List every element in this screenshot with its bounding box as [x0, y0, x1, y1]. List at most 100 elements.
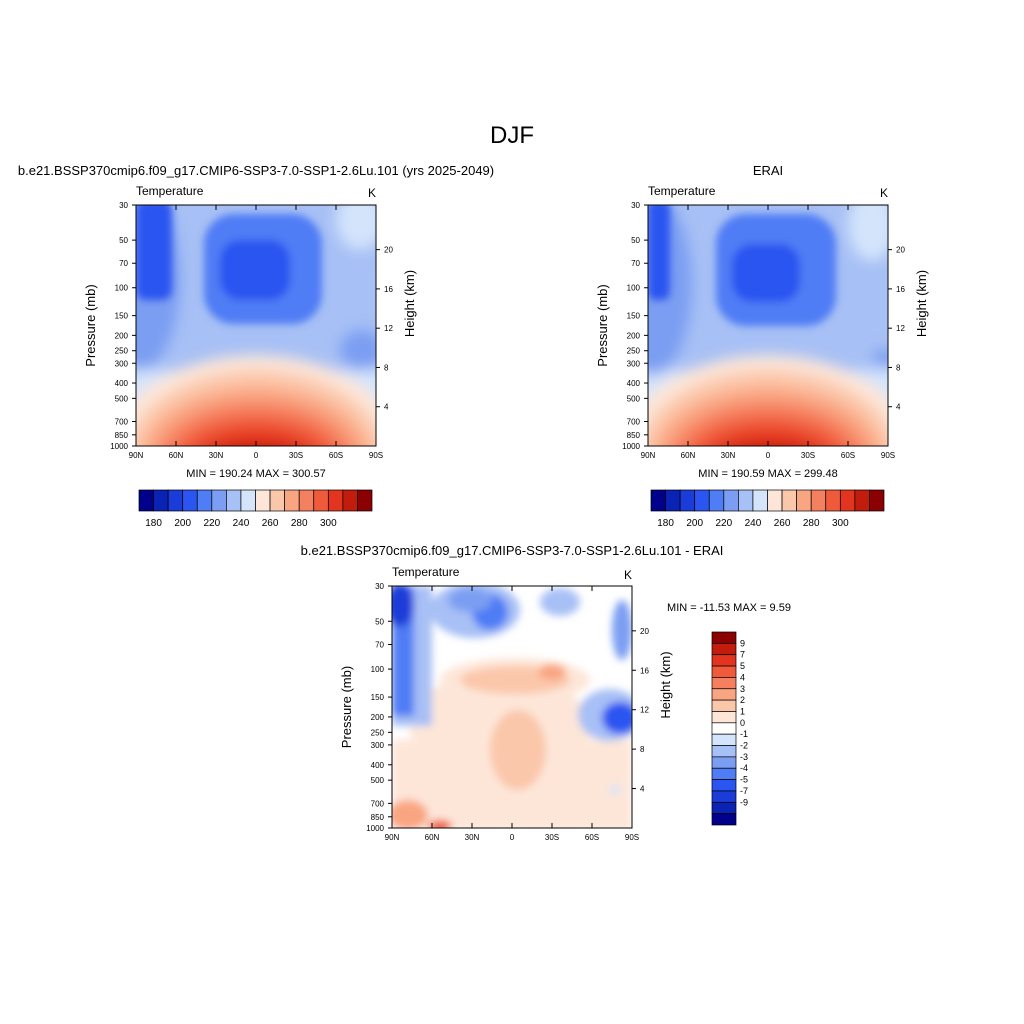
y-tick-label: 200: [115, 331, 129, 340]
colorbar-swatch: [711, 643, 737, 656]
field-label: Temperature: [648, 184, 716, 198]
x-tick-label: 60N: [681, 451, 696, 460]
y2-tick-label: 12: [640, 706, 649, 715]
colorbar-label: 260: [774, 518, 791, 529]
colorbar-swatch: [711, 688, 737, 701]
colorbar-label: -3: [740, 752, 748, 762]
colorbar-label: 300: [320, 518, 337, 529]
y2-tick-label: 4: [384, 403, 389, 412]
x-tick-label: 30N: [209, 451, 224, 460]
colorbar-swatch: [711, 699, 737, 712]
colorbar-swatch: [796, 489, 812, 512]
colorbar-swatch: [226, 489, 242, 512]
y-tick-label: 100: [371, 665, 385, 674]
colorbar-swatch: [711, 711, 737, 724]
colorbar-label: 4: [740, 672, 745, 682]
colorbar-swatch: [711, 790, 737, 803]
x-tick-label: 60N: [425, 833, 440, 842]
colorbar-label: -1: [740, 729, 748, 739]
colorbar-swatch: [711, 631, 737, 644]
x-tick-label: 30N: [465, 833, 480, 842]
y-tick-label: 400: [627, 379, 641, 388]
colorbar-label: 260: [262, 518, 279, 529]
colorbar-label: 5: [740, 661, 745, 671]
colorbar-swatch: [167, 489, 184, 512]
y-tick-label: 70: [631, 259, 640, 268]
colorbar-swatch: [313, 489, 329, 512]
panel-erai: ERAI Temperature K: [595, 163, 929, 529]
y2-axis-label: Height (km): [402, 270, 417, 337]
y-tick-label: 850: [627, 431, 641, 440]
colorbar-swatch: [711, 733, 737, 746]
colorbar-swatch: [255, 489, 271, 512]
colorbar-swatch: [665, 489, 681, 512]
x-tick-label: 90N: [385, 833, 400, 842]
colorbar-swatch: [711, 665, 737, 678]
colorbar-swatch: [342, 489, 358, 512]
x-tick-label: 60S: [841, 451, 855, 460]
y-tick-label: 300: [115, 359, 129, 368]
y2-tick-label: 16: [640, 666, 649, 675]
contour-field: [136, 205, 376, 446]
colorbar-swatch: [711, 745, 737, 758]
colorbar-label: 7: [740, 650, 745, 660]
contour-field: [392, 586, 632, 828]
colorbar-label: 240: [233, 518, 250, 529]
colorbar-label: 180: [145, 518, 162, 529]
y-tick-label: 50: [375, 617, 384, 626]
x-tick-label: 0: [254, 451, 259, 460]
panel-model: b.e21.BSSP370cmip6.f09_g17.CMIP6-SSP3-7.…: [18, 163, 494, 529]
field-label: Temperature: [392, 565, 460, 579]
y-tick-label: 200: [371, 713, 385, 722]
colorbar-label: 200: [686, 518, 703, 529]
y2-tick-label: 4: [896, 403, 901, 412]
panel-title: b.e21.BSSP370cmip6.f09_g17.CMIP6-SSP3-7.…: [18, 163, 494, 178]
x-tick-label: 30S: [545, 833, 559, 842]
colorbar-label: 280: [291, 518, 308, 529]
colorbar-swatch: [711, 654, 737, 667]
colorbar-swatch: [711, 677, 737, 690]
min-max-readout: MIN = -11.53 MAX = 9.59: [667, 602, 791, 614]
y-tick-label: 250: [627, 347, 641, 356]
y2-tick-label: 20: [896, 246, 905, 255]
y-tick-label: 300: [371, 741, 385, 750]
colorbar-swatch: [869, 489, 885, 512]
contour-field: [648, 205, 888, 446]
y-tick-label: 400: [371, 761, 385, 770]
y2-tick-label: 8: [640, 745, 645, 754]
colorbar-swatch: [138, 489, 154, 512]
x-tick-label: 60S: [329, 451, 343, 460]
colorbar-swatch: [182, 489, 198, 512]
colorbar-swatch: [196, 489, 213, 512]
y2-tick-label: 8: [896, 363, 901, 372]
colorbar-label: 3: [740, 684, 745, 694]
y-tick-label: 850: [115, 431, 129, 440]
y-tick-label: 30: [375, 582, 384, 591]
y2-axis-label: Height (km): [914, 270, 929, 337]
y-axis-label: Pressure (mb): [595, 284, 610, 366]
y-axis-label: Pressure (mb): [339, 666, 354, 748]
colorbar-label: 180: [657, 518, 674, 529]
panel-title: b.e21.BSSP370cmip6.f09_g17.CMIP6-SSP3-7.…: [301, 543, 724, 558]
colorbar-swatch: [240, 489, 256, 512]
x-tick-label: 0: [510, 833, 515, 842]
colorbar-swatch: [752, 489, 768, 512]
y-tick-label: 500: [371, 776, 385, 785]
colorbar-label: 9: [740, 638, 745, 648]
y-tick-label: 30: [119, 201, 128, 210]
y-tick-label: 1000: [622, 442, 640, 451]
colorbar-label: 220: [715, 518, 732, 529]
y2-tick-label: 20: [640, 627, 649, 636]
colorbar-swatch: [738, 489, 754, 512]
x-tick-label: 0: [766, 451, 771, 460]
y-tick-label: 1000: [366, 824, 384, 833]
colorbar-swatch: [854, 489, 870, 512]
y-tick-label: 70: [375, 640, 384, 649]
colorbar-swatch: [357, 489, 373, 512]
panel-title: ERAI: [753, 163, 783, 178]
y-tick-label: 400: [115, 379, 129, 388]
colorbar-swatch: [284, 489, 300, 512]
colorbar-swatch: [711, 756, 737, 769]
y2-tick-label: 4: [640, 785, 645, 794]
